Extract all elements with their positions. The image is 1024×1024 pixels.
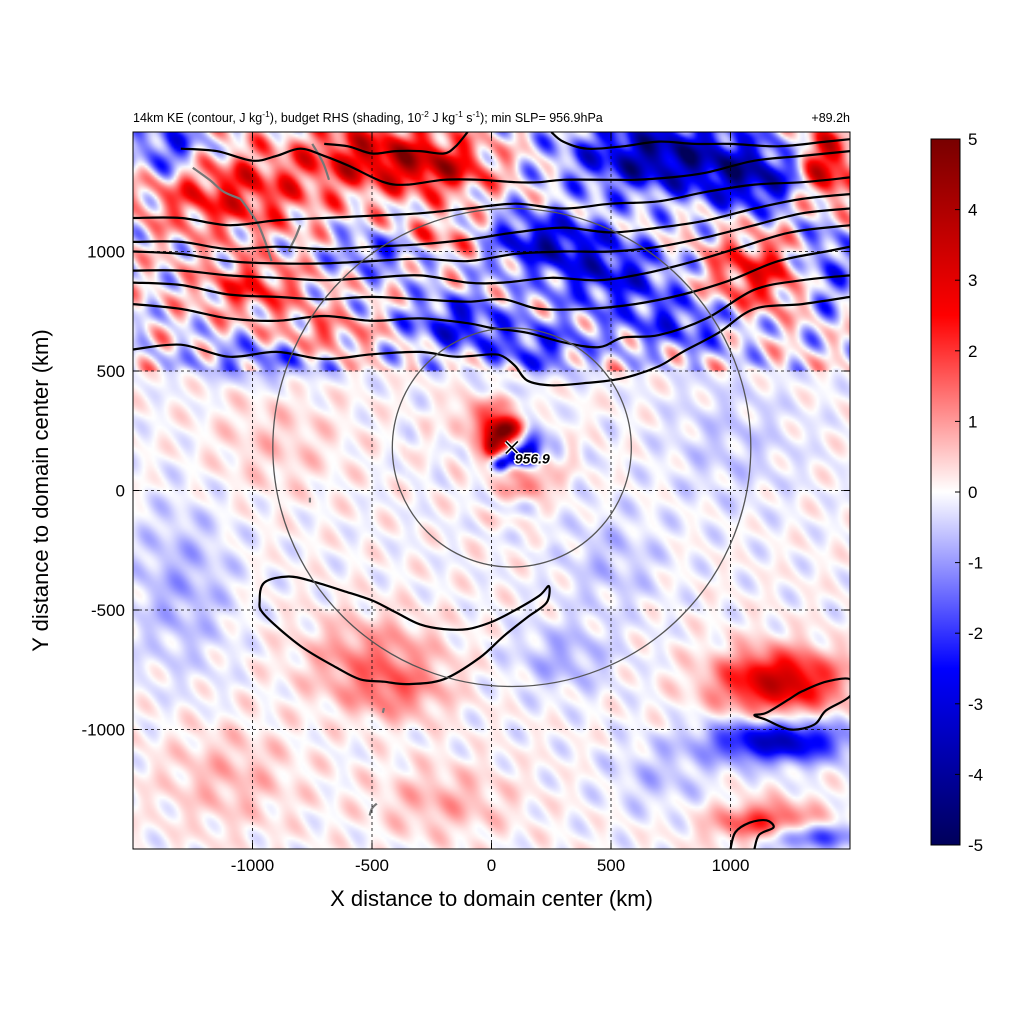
colorbar-ticks: -5 -4 -3 -2 -1 0 1 2 3 4 5 (955, 130, 983, 855)
chart-time-label: +89.2h (811, 111, 850, 125)
ke-contour (729, 818, 775, 849)
coastline-segment (381, 707, 385, 714)
storm-marker-layer: 956.9 (504, 440, 552, 468)
x-tick-label: 1000 (712, 856, 750, 875)
ke-contour (133, 295, 850, 387)
x-tick-label: -500 (355, 856, 389, 875)
y-axis-ticks: -1000 -500 0 500 1000 (82, 243, 850, 740)
storm-center-marker (504, 440, 520, 455)
ke-contour (133, 207, 850, 265)
colorbar-tick-label: -2 (968, 624, 983, 643)
range-circle-layer (272, 207, 752, 688)
ke-contour (324, 132, 469, 155)
x-axis-ticks: -1000 -500 0 500 1000 (231, 132, 750, 875)
colorbar-tick-label: -5 (968, 836, 983, 855)
colorbar-tick-label: 0 (968, 483, 977, 502)
x-tick-label: 500 (597, 856, 625, 875)
heatmap-shading (133, 132, 850, 849)
y-tick-label: 1000 (87, 243, 125, 262)
y-tick-label: -1000 (82, 721, 125, 740)
ke-contour (133, 245, 850, 311)
ke-contour (550, 132, 850, 150)
colorbar-tick-label: -3 (968, 695, 983, 714)
range-circle (272, 207, 752, 688)
y-tick-label: -500 (91, 601, 125, 620)
range-circle (391, 327, 632, 568)
colorbar-tick-label: 4 (968, 201, 977, 220)
ke-contour (258, 575, 551, 686)
x-tick-label: -1000 (231, 856, 274, 875)
ke-contour (133, 274, 850, 349)
colorbar-tick-label: -4 (968, 765, 983, 784)
y-axis-label: Y distance to domain center (km) (28, 329, 53, 651)
coastline-segment (368, 802, 378, 816)
colorbar-tick-label: 3 (968, 271, 977, 290)
x-tick-label: 0 (487, 856, 496, 875)
chart-title: 14km KE (contour, J kg-1), budget RHS (s… (133, 109, 603, 125)
colorbar-tick-label: 1 (968, 412, 977, 431)
y-tick-label: 0 (116, 482, 125, 501)
ke-contour (180, 147, 850, 186)
colorbar-tick-label: -1 (968, 554, 983, 573)
y-tick-label: 500 (97, 362, 125, 381)
storm-slp-label: 956.9 (515, 450, 550, 466)
x-axis-label: X distance to domain center (km) (330, 886, 653, 911)
coastline-segment (311, 143, 331, 181)
colorbar-tick-label: 2 (968, 342, 977, 361)
coastline-segment (192, 166, 242, 200)
colorbar-tick-label: 5 (968, 130, 977, 149)
